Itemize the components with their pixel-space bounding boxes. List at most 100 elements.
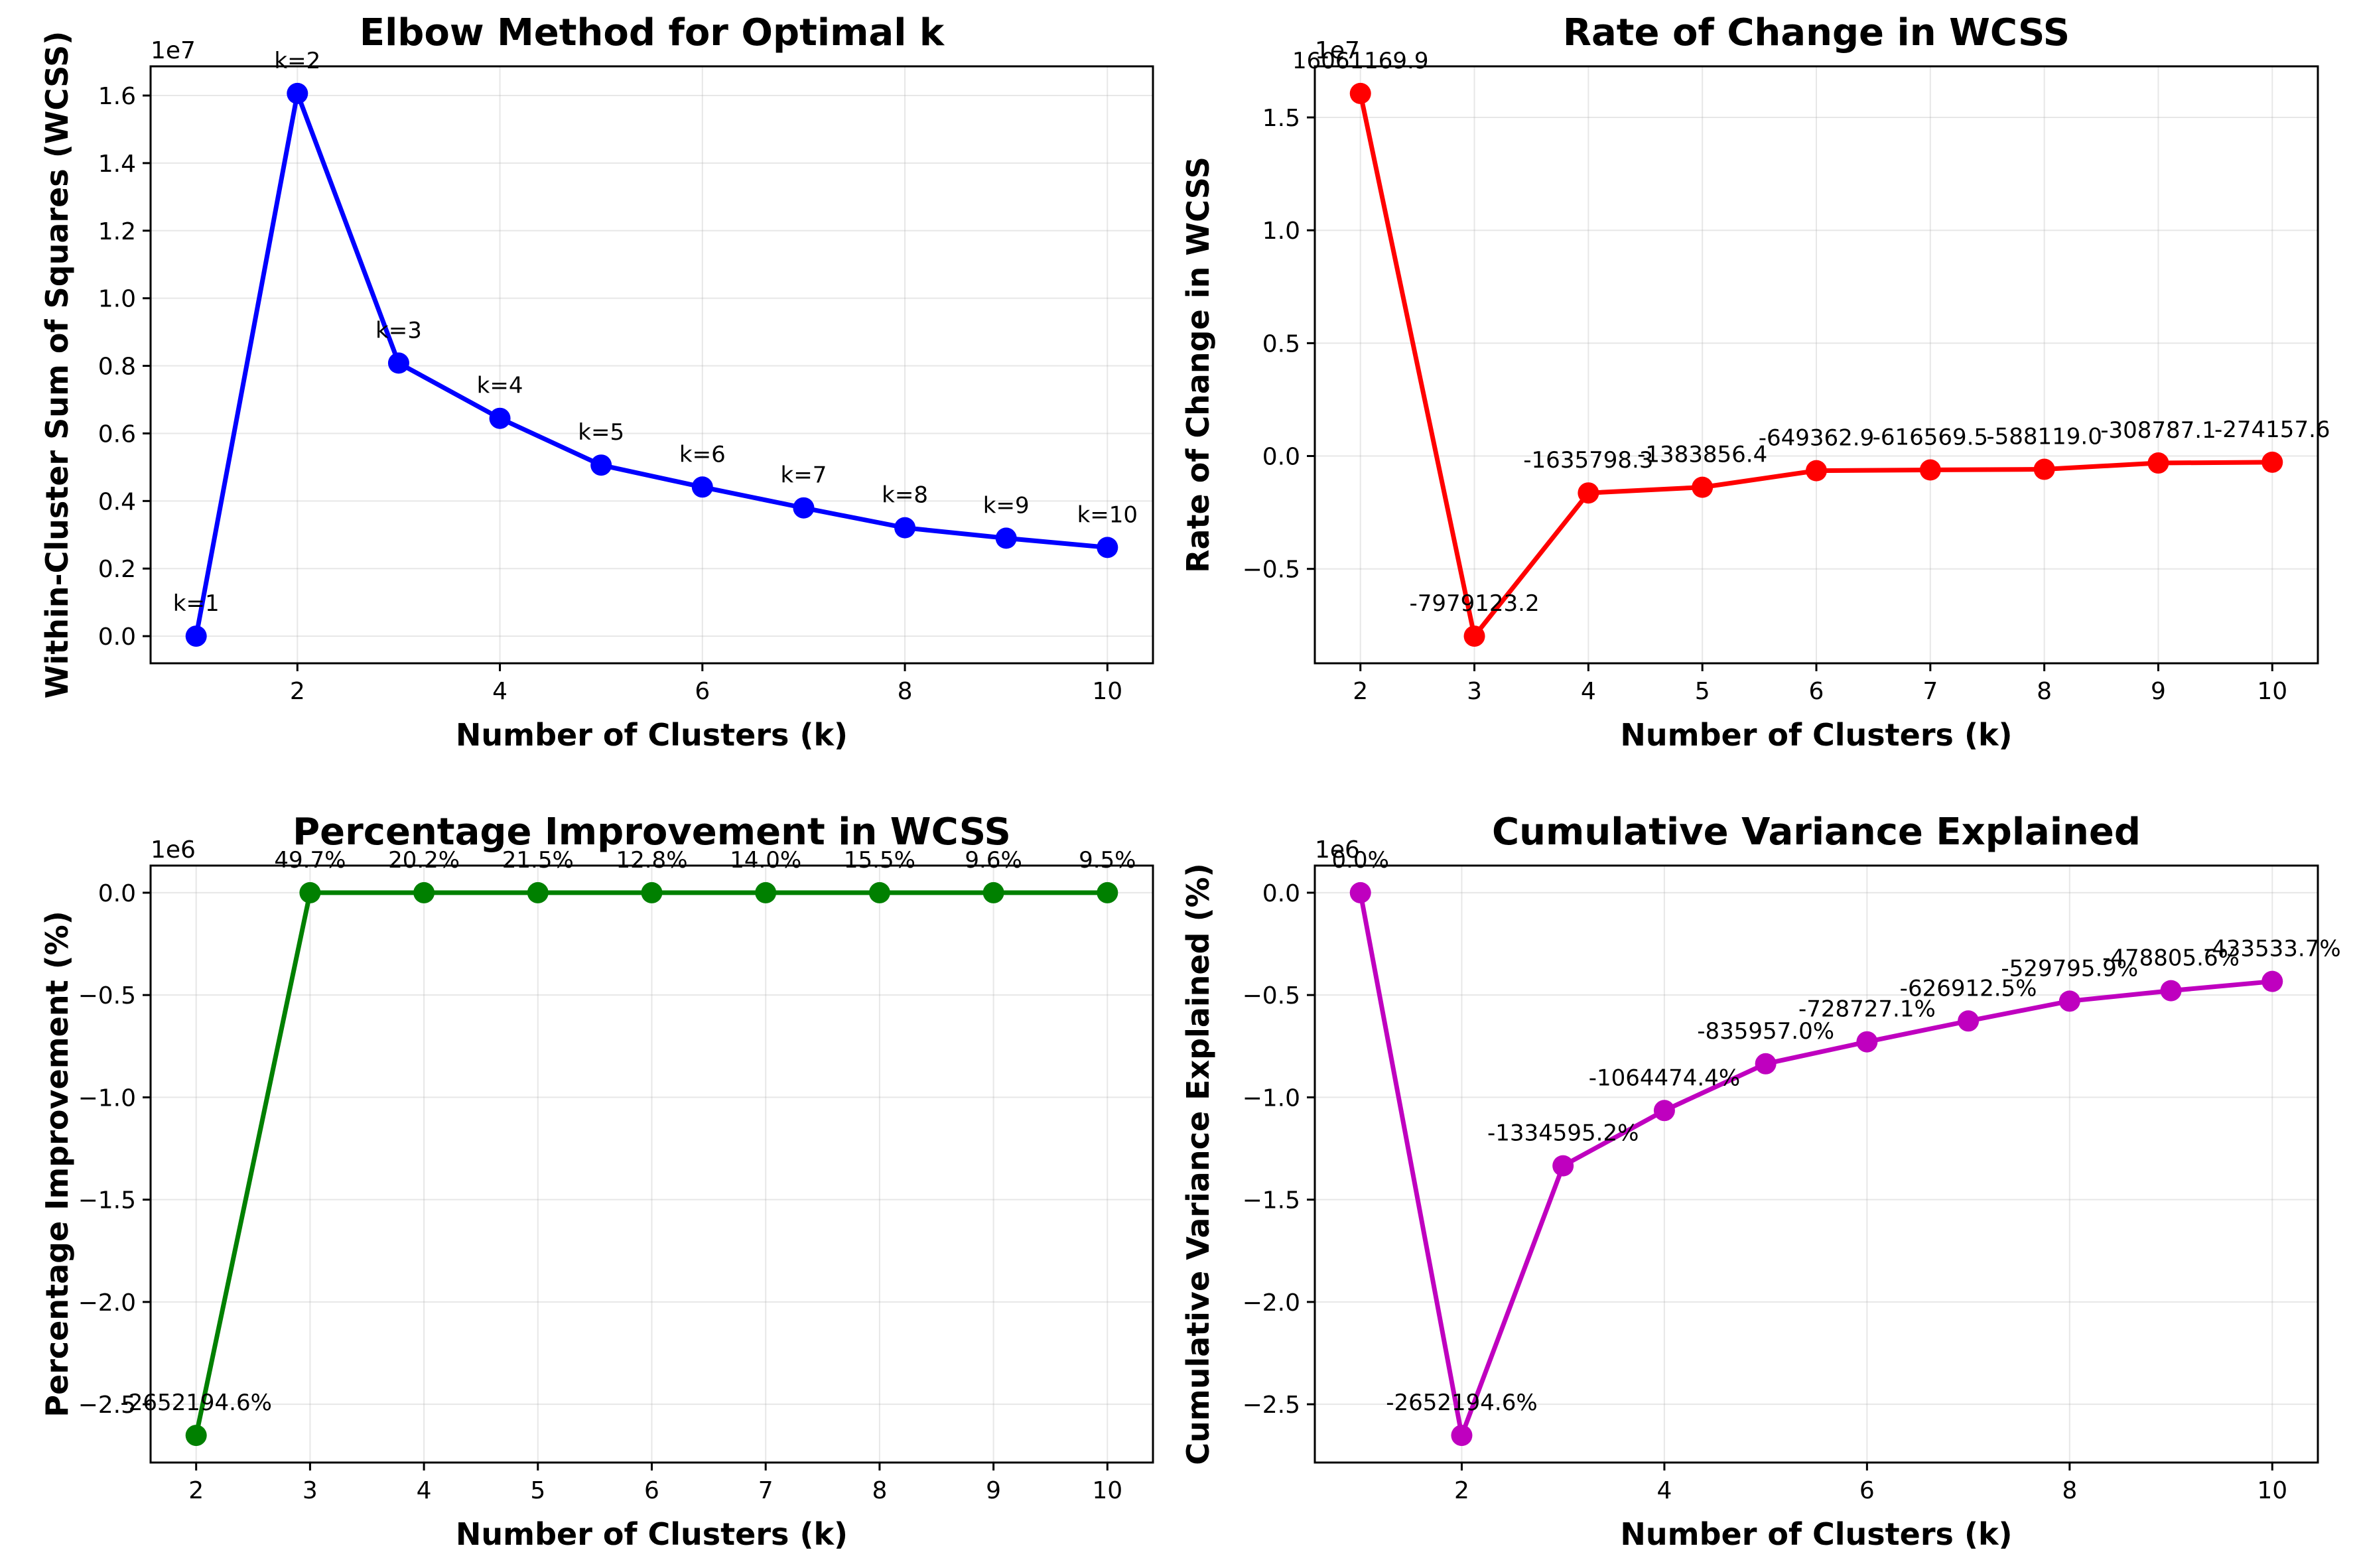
chart1-x-axis-label: Number of Clusters (k)	[456, 717, 848, 753]
chart4-y-tick-label: −2.5	[1243, 1392, 1300, 1419]
chart2-x-tick-label: 3	[1467, 678, 1482, 705]
chart3-y-tick-label: 0.0	[98, 880, 136, 907]
chart2-x-tick-label: 6	[1809, 678, 1824, 705]
chart4-point-annotation: -433533.7%	[2204, 936, 2341, 962]
chart2-x-tick-label: 5	[1695, 678, 1710, 705]
chart3-point-annotation: 20.2%	[388, 847, 460, 874]
chart2-point-annotation: -588119.0	[1986, 424, 2102, 450]
chart3-x-tick-label: 9	[986, 1477, 1001, 1504]
chart2-y-axis-label: Rate of Change in WCSS	[1180, 157, 1216, 573]
chart2-point-annotation: -649362.9	[1759, 425, 1875, 452]
chart4-panel: 0.0% -2652194.6% -1334595.2% -1064474.4% -83…	[1180, 811, 2341, 1552]
chart4-data-point	[1451, 1425, 1473, 1447]
chart1-y-tick-label: 1.4	[98, 151, 136, 178]
chart4-data-point	[1958, 1010, 1980, 1032]
chart2-data-point	[2147, 452, 2169, 474]
chart3-data-point	[868, 882, 890, 903]
chart3-y-tick-label: −1.5	[78, 1187, 136, 1214]
chart3-point-annotation: 14.0%	[730, 847, 801, 874]
chart4-y-tick-label: −1.5	[1243, 1187, 1300, 1214]
chart4-point-annotation: -478805.6%	[2102, 945, 2240, 972]
chart2-title: Rate of Change in WCSS	[1563, 11, 2070, 54]
chart3-y-tick-label: −0.5	[78, 982, 136, 1010]
chart1-x-tick-label: 4	[492, 678, 507, 705]
chart3-data-point	[641, 882, 663, 903]
chart3-y-tick-label: −2.0	[78, 1289, 136, 1317]
chart3-point-annotation: 49.7%	[274, 847, 346, 874]
chart2-point-annotation: 16061169.9	[1292, 48, 1429, 74]
chart1-data-point	[387, 352, 409, 374]
chart2-panel: 16061169.9 -7979123.2 -1635798.3-1383856.4…	[1180, 11, 2330, 753]
chart1-point-annotation: k=9	[983, 492, 1030, 519]
chart2-data-point	[1578, 482, 1599, 504]
chart3-x-tick-label: 8	[872, 1477, 887, 1504]
chart1-series-line	[194, 91, 1108, 637]
chart4-data-point	[2160, 980, 2182, 1002]
chart2-data-point	[2261, 451, 2283, 473]
chart1-y-tick-label: 1.6	[98, 83, 136, 110]
chart1-x-tick-label: 8	[898, 678, 913, 705]
chart1-point-annotation: k=3	[375, 317, 422, 344]
chart4-y-tick-label: −2.0	[1243, 1289, 1300, 1317]
chart1-x-tick-label: 2	[290, 678, 305, 705]
chart2-data-point	[1463, 625, 1485, 647]
chart1-y-tick-label: 0.4	[98, 488, 136, 515]
chart1-data-point	[1097, 537, 1118, 558]
chart4-x-axis-label: Number of Clusters (k)	[1620, 1516, 2012, 1552]
chart2-x-tick-label: 8	[2037, 678, 2052, 705]
chart4-y-offset-label: 1e6	[1315, 836, 1360, 864]
chart1-data-point	[489, 407, 511, 429]
chart2-y-tick-label: −0.5	[1243, 556, 1300, 584]
chart1-y-tick-label: 0.2	[98, 556, 136, 583]
chart2-data-point	[1919, 459, 1941, 481]
chart3-point-annotation: -2652194.6%	[120, 1390, 271, 1416]
chart4-point-annotation: -1064474.4%	[1589, 1065, 1740, 1091]
chart4-data-point	[2261, 970, 2283, 992]
chart3-x-axis-label: Number of Clusters (k)	[456, 1516, 848, 1552]
chart3-data-point	[982, 882, 1004, 903]
chart3-title: Percentage Improvement in WCSS	[293, 811, 1011, 854]
chart1-panel: k=1 k=2 k=3 k=4 k=5 k=6 k=7 k=8 k=9 k=10 2 4 6 8 10 0.0…	[39, 11, 1154, 753]
chart2-y-offset-label: 1e7	[1315, 37, 1360, 64]
chart4-axes-frame	[1313, 864, 2319, 1464]
chart4-x-tick-label: 4	[1656, 1477, 1672, 1504]
chart4-point-annotation: -626912.5%	[1900, 975, 2037, 1002]
chart4-data-point	[1755, 1053, 1777, 1075]
chart4-y-tick-label: −1.0	[1243, 1084, 1300, 1112]
chart2-data-point	[1692, 476, 1714, 498]
chart1-title: Elbow Method for Optimal k	[360, 11, 945, 54]
chart2-x-tick-label: 9	[2151, 678, 2166, 705]
chart3-data-point	[299, 882, 321, 903]
chart4-series-line	[1358, 892, 2273, 1438]
chart1-y-axis-label: Within-Cluster Sum of Squares (WCSS)	[39, 31, 75, 699]
chart3-y-tick-label: −2.5	[78, 1392, 136, 1419]
chart2-y-tick-label: 1.0	[1262, 218, 1300, 245]
chart2-x-axis-label: Number of Clusters (k)	[1620, 717, 2012, 753]
chart3-x-tick-label: 3	[303, 1477, 318, 1504]
chart4-point-annotation: 0.0%	[1332, 847, 1389, 874]
chart2-y-tick-label: 0.5	[1262, 330, 1300, 358]
chart1-y-offset-label: 1e7	[151, 37, 196, 64]
chart4-data-point	[1349, 882, 1371, 903]
chart1-point-annotation: k=5	[578, 419, 624, 446]
chart1-data-point	[894, 517, 916, 539]
chart2-y-tick-label: 1.5	[1262, 105, 1300, 132]
chart3-data-point	[185, 1425, 207, 1447]
chart3-data-point	[527, 882, 549, 903]
chart1-data-point	[691, 476, 713, 498]
chart2-point-annotation: -616569.5	[1873, 425, 1989, 451]
chart1-point-annotation: k=8	[882, 482, 928, 509]
chart2-point-annotation: -7979123.2	[1409, 590, 1539, 617]
chart1-y-tick-label: 0.8	[98, 354, 136, 381]
chart1-x-tick-label: 6	[695, 678, 710, 705]
chart1-point-annotation: k=2	[274, 48, 320, 74]
chart4-x-tick-label: 10	[2257, 1477, 2287, 1504]
chart4-point-annotation: -2652194.6%	[1386, 1390, 1537, 1416]
chart4-point-annotation: -529795.9%	[2001, 955, 2138, 982]
chart4-y-tick-label: 0.0	[1262, 880, 1300, 907]
chart1-data-point	[590, 454, 612, 476]
chart4-title: Cumulative Variance Explained	[1492, 811, 2141, 854]
chart4-data-point	[1856, 1031, 1878, 1053]
chart2-data-point	[1349, 82, 1371, 104]
